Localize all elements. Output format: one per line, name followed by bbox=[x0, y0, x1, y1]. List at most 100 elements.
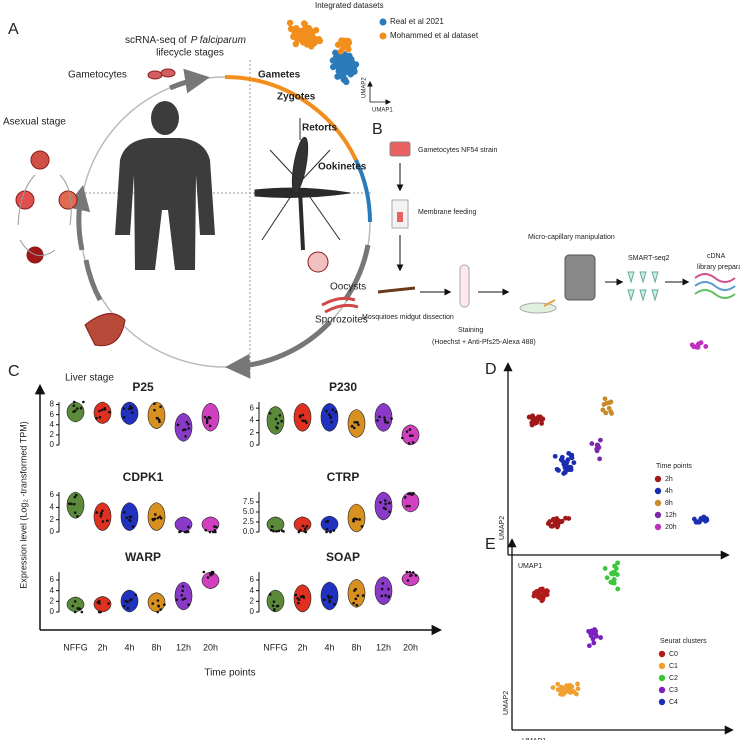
violin-dot bbox=[299, 528, 302, 532]
legend-label: 20h bbox=[665, 524, 677, 531]
step-label: SMART-seq2 bbox=[628, 255, 670, 262]
umap-point bbox=[311, 39, 319, 46]
legend-label: Mohammed et al dataset bbox=[390, 31, 479, 40]
umap-point bbox=[561, 461, 567, 467]
violin-dot bbox=[297, 530, 301, 534]
umap-point bbox=[571, 460, 577, 466]
violin-dot bbox=[181, 589, 184, 593]
umap-point bbox=[615, 560, 621, 566]
violin-dot bbox=[354, 587, 358, 591]
legend-label: C0 bbox=[669, 651, 678, 658]
violin-dot bbox=[125, 516, 129, 520]
violin bbox=[174, 412, 193, 442]
umap-point bbox=[552, 453, 558, 459]
umap-point bbox=[600, 407, 606, 413]
violin-dot bbox=[278, 414, 282, 417]
umap-point bbox=[540, 597, 545, 603]
violin-dot bbox=[163, 603, 166, 607]
violin-dot bbox=[352, 601, 355, 605]
violin-dot bbox=[159, 516, 163, 520]
y-tick-label: 2 bbox=[50, 430, 55, 439]
violin bbox=[320, 515, 339, 533]
gene-title: CDPK1 bbox=[123, 470, 164, 484]
stage-label: Gametocytes bbox=[68, 70, 127, 81]
violin-dot bbox=[159, 608, 162, 611]
violin-dot bbox=[75, 407, 79, 410]
gene-title: CTRP bbox=[327, 470, 360, 484]
violin-dot bbox=[186, 530, 190, 534]
x-tick-label: NFFG bbox=[63, 642, 88, 652]
violin-dot bbox=[388, 501, 391, 505]
violin-dot bbox=[356, 594, 360, 597]
umap-point bbox=[563, 468, 568, 474]
violin-dot bbox=[72, 404, 76, 408]
umap-point bbox=[559, 684, 564, 690]
y-tick-label: 6 bbox=[50, 575, 55, 584]
violin-dot bbox=[211, 572, 214, 576]
violin-dot bbox=[353, 420, 356, 424]
umap-point bbox=[545, 521, 551, 526]
violin-dot bbox=[185, 420, 189, 424]
violin-dot bbox=[301, 413, 305, 417]
y-tick-label: 0 bbox=[50, 440, 55, 449]
violin-dot bbox=[122, 604, 126, 608]
violin-dot bbox=[388, 510, 391, 514]
violin-dot bbox=[275, 604, 279, 608]
violin-dot bbox=[128, 519, 132, 523]
axis-label: UMAP1 bbox=[372, 108, 393, 114]
legend-label: C1 bbox=[669, 663, 678, 670]
violin-dot bbox=[108, 410, 111, 414]
panel-letter: A bbox=[8, 21, 19, 38]
umap-point bbox=[538, 416, 544, 421]
umap-point bbox=[540, 586, 545, 592]
violin-dot bbox=[72, 502, 76, 506]
y-tick-label: 6 bbox=[250, 403, 255, 412]
violin-dot bbox=[131, 525, 135, 528]
violin-dot bbox=[80, 610, 84, 614]
violin-dot bbox=[325, 527, 329, 531]
violin-dot bbox=[204, 528, 208, 532]
violin-dot bbox=[329, 415, 332, 418]
umap-point bbox=[601, 402, 607, 407]
protocol-diagram bbox=[377, 141, 736, 314]
panel-letter: D bbox=[485, 361, 497, 378]
y-tick-label: 0.0 bbox=[243, 527, 255, 536]
umap-point bbox=[562, 690, 568, 695]
legend-title: Time points bbox=[656, 463, 692, 470]
violin-dot bbox=[328, 600, 331, 603]
violin-dot bbox=[379, 501, 382, 504]
panel-a-title: scRNA-seq of P falciparum bbox=[125, 35, 246, 46]
violin-dot bbox=[275, 425, 278, 429]
violin-dot bbox=[159, 405, 162, 409]
violin-dot bbox=[325, 409, 328, 413]
umap-point bbox=[615, 586, 621, 592]
umap-point bbox=[530, 416, 536, 422]
violin-dot bbox=[353, 517, 356, 520]
violin-dot bbox=[277, 529, 281, 533]
lifecycle-diagram bbox=[15, 60, 372, 379]
violin-dot bbox=[181, 585, 185, 588]
violin-dot bbox=[384, 594, 387, 597]
y-tick-label: 5.0 bbox=[243, 507, 255, 516]
y-tick-label: 2 bbox=[250, 428, 255, 437]
violin-dot bbox=[187, 525, 190, 529]
violin-dot bbox=[73, 610, 77, 614]
violin-dot bbox=[158, 420, 161, 424]
violin-dot bbox=[208, 530, 212, 534]
violin-dot bbox=[276, 421, 280, 425]
panel-letter: B bbox=[372, 121, 383, 138]
legend-label: C2 bbox=[669, 675, 678, 682]
violin bbox=[347, 579, 366, 608]
violin-dot bbox=[74, 493, 78, 497]
violin-dot bbox=[184, 428, 187, 431]
violin bbox=[174, 516, 193, 533]
violin-dot bbox=[124, 599, 128, 603]
legend-label: 8h bbox=[665, 500, 673, 507]
umap-point bbox=[592, 627, 597, 632]
violin-dot bbox=[272, 529, 275, 533]
violin-dot bbox=[414, 574, 418, 577]
violin-dot bbox=[67, 502, 71, 505]
umap-point bbox=[337, 48, 345, 55]
violin-dot bbox=[180, 593, 184, 597]
violin-dot bbox=[123, 510, 126, 514]
